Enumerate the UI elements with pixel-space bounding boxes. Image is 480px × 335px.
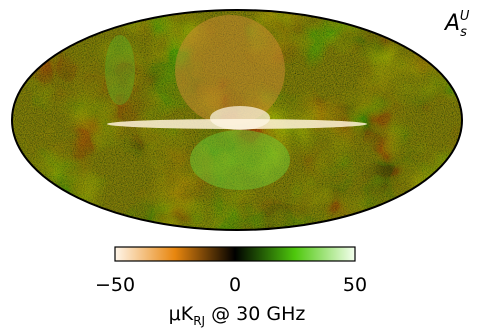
sky-map bbox=[12, 10, 462, 230]
colorbar-tick-label: −50 bbox=[95, 274, 135, 296]
colorbar-tick-label: 0 bbox=[229, 274, 241, 296]
map-outline bbox=[11, 9, 463, 231]
map-title: AsU bbox=[443, 9, 470, 40]
colorbar-tick-label: 50 bbox=[343, 274, 367, 296]
colorbar-label: μKRJ @ 30 GHz bbox=[169, 303, 306, 328]
